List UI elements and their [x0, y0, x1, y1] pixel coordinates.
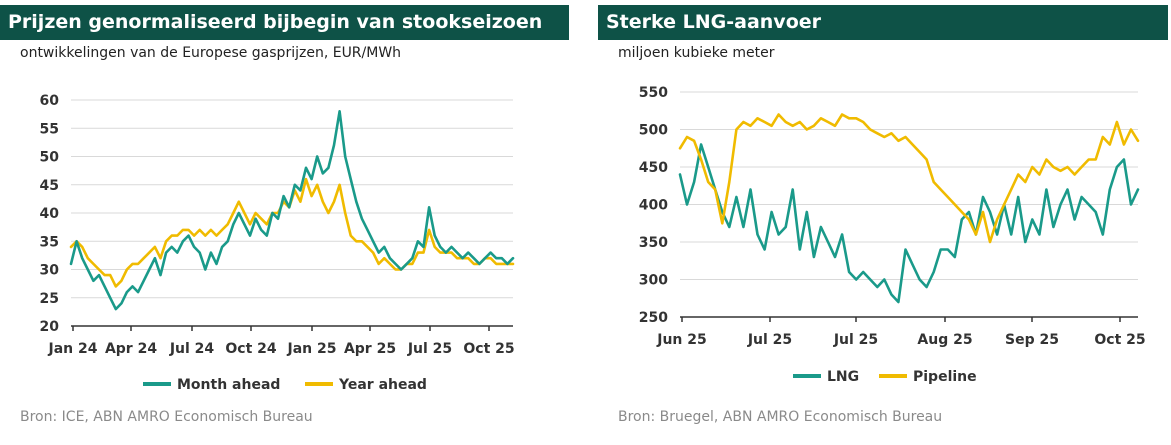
x-tick-label: Apr 24 — [105, 341, 157, 357]
x-tick-label: Jul 24 — [169, 341, 215, 357]
y-tick-label: 30 — [40, 263, 60, 279]
y-tick-label: 35 — [40, 234, 59, 250]
series-line-lng — [678, 143, 1140, 304]
y-tick-label: 400 — [639, 198, 668, 214]
x-tick-label: Apr 25 — [344, 341, 396, 357]
y-tick-label: 50 — [40, 150, 60, 166]
x-tick-label: Jan 25 — [287, 341, 337, 357]
x-tick-label: Jun 25 — [656, 332, 707, 348]
legend-label: Pipeline — [913, 369, 977, 385]
y-tick-label: 55 — [40, 121, 59, 137]
x-tick-label: Jan 24 — [48, 341, 98, 357]
y-tick-label: 500 — [639, 123, 668, 139]
y-tick-label: 450 — [639, 160, 668, 176]
legend-label: Year ahead — [338, 377, 427, 393]
series-line-month-ahead — [69, 110, 515, 311]
y-tick-label: 300 — [639, 273, 668, 289]
lng-supply-chart: 250 300 350 400 450 500 550 Jun 25 Jul 25 Jul 25 A… — [639, 85, 1146, 385]
gas-price-chart: 20 25 30 35 40 45 50 55 60 Jan 24 Apr 24 Jul 24 Oct … — [40, 93, 515, 393]
chart-source: Bron: ICE, ABN AMRO Economisch Bureau — [20, 409, 313, 425]
x-tick-label: Jul 25 — [747, 332, 792, 348]
x-tick-label: Oct 24 — [225, 341, 277, 357]
y-tick-label: 60 — [40, 93, 60, 109]
chart-title: Sterke LNG-aanvoer — [598, 5, 1168, 40]
chart-subtitle: ontwikkelingen van de Europese gasprijze… — [20, 45, 402, 61]
gas-price-chart-panel: Prijzen genormaliseerd bijbegin van stoo… — [0, 0, 570, 445]
y-tick-label: 25 — [40, 291, 59, 307]
y-tick-label: 20 — [40, 319, 60, 335]
x-tick-label: Oct 25 — [463, 341, 514, 357]
legend-label: Month ahead — [177, 377, 280, 393]
x-tick-label: Aug 25 — [917, 332, 972, 348]
y-tick-label: 350 — [639, 235, 668, 251]
chart-title: Prijzen genormaliseerd bijbegin van stoo… — [0, 5, 569, 40]
chart-subtitle: miljoen kubieke meter — [618, 45, 775, 61]
x-tick-label: Jul 25 — [407, 341, 452, 357]
x-tick-label: Oct 25 — [1094, 332, 1145, 348]
chart-source: Bron: Bruegel, ABN AMRO Economisch Burea… — [618, 409, 943, 425]
lng-chart-panel: Sterke LNG-aanvoer miljoen kubieke meter… — [598, 0, 1171, 445]
x-tick-label: Sep 25 — [1005, 332, 1059, 348]
y-tick-label: 45 — [40, 178, 59, 194]
x-tick-label: Jul 25 — [833, 332, 878, 348]
y-tick-label: 250 — [639, 310, 668, 326]
y-tick-label: 40 — [40, 206, 60, 222]
legend-label: LNG — [827, 369, 859, 385]
y-tick-label: 550 — [639, 85, 668, 101]
series-line-pipeline — [678, 113, 1140, 244]
